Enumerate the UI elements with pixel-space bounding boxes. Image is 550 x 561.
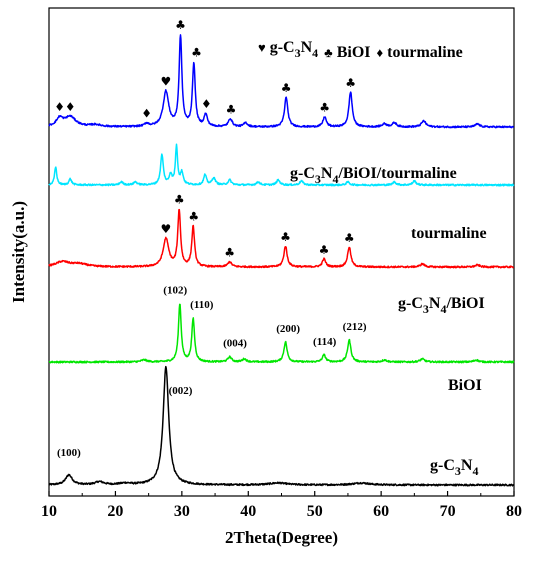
series-label-sub: 3 [423, 302, 429, 316]
series-label-sub: 4 [332, 172, 338, 186]
phase-marker: ♣ [319, 101, 330, 115]
legend-sub: 4 [312, 46, 318, 60]
series-label-mid: N [321, 165, 333, 182]
phase-marker: ♦ [201, 97, 212, 111]
legend-sub: 3 [295, 46, 301, 60]
phase-marker: ♦ [65, 100, 76, 114]
series-label-sub: 4 [472, 464, 478, 478]
peak-index-label: (114) [313, 336, 337, 348]
series-line [48, 34, 515, 129]
peak-index-label: (102) [163, 284, 187, 296]
legend-symbol: ♣ [324, 45, 333, 60]
series-label-sub: 3 [315, 172, 321, 186]
series-label: g-C3N4/BiOI/tourmaline [290, 165, 457, 186]
x-tick-label: 20 [107, 503, 123, 520]
series-g-c3n4-bioi [48, 208, 515, 269]
series-label: BiOI [448, 377, 482, 394]
phase-marker: ♣ [319, 243, 330, 257]
x-tick-label: 10 [41, 503, 57, 520]
series-label-tail: /BiOI [445, 295, 484, 312]
series-label-mid: N [429, 295, 441, 312]
x-tick-label: 40 [240, 503, 256, 520]
series-line [48, 143, 515, 187]
x-tick-label: 70 [440, 503, 456, 520]
axes: 10 20 30 40 50 60 70 80 2Theta(Degree) Intensity(… [9, 7, 522, 547]
phase-marker: ♦ [141, 107, 152, 121]
series-label-mid: N [461, 457, 473, 474]
x-tick-label: 60 [373, 503, 389, 520]
phase-marker: ♦ [54, 100, 65, 114]
phase-marker: ♣ [224, 246, 235, 260]
phase-marker: ♣ [188, 210, 199, 224]
series-label: g-C3N4/BiOI [398, 295, 485, 316]
peak-index-label: (004) [223, 338, 247, 350]
legend-symbol: ♦ [377, 45, 384, 60]
series-label-main: g-C [430, 457, 455, 474]
series-line [48, 303, 515, 364]
phase-marker: ♣ [345, 76, 356, 90]
series-layer [48, 34, 515, 487]
phase-marker: ♥ [161, 222, 172, 236]
series-label: g-C3N4 [430, 457, 478, 478]
series-label-main: g-C [398, 295, 423, 312]
legend-name: g-C [270, 39, 295, 56]
legend-mid: N [301, 39, 313, 56]
series-g-c3n4-bioi-tourmaline [48, 34, 515, 129]
series-line [48, 365, 515, 487]
phase-marker: ♣ [280, 230, 291, 244]
series-line [48, 208, 515, 269]
legend: ♥ g-C3N4 ♣ BiOI ♦ tourmaline [258, 39, 463, 61]
x-axis-title: 2Theta(Degree) [225, 528, 338, 547]
x-tick-label: 80 [506, 503, 522, 520]
x-tick-label: 50 [307, 503, 323, 520]
peak-index-label: (002) [169, 385, 193, 397]
series-label-main: g-C [290, 165, 315, 182]
series-label-main: BiOI [448, 377, 482, 394]
phase-marker: ♣ [281, 81, 292, 95]
y-axis-title: Intensity(a.u.) [9, 201, 28, 303]
peak-index-label: (212) [343, 321, 367, 333]
phase-marker: ♣ [174, 193, 185, 207]
phase-marker: ♣ [226, 102, 237, 116]
series-label: tourmaline [411, 225, 487, 242]
series-label-tail: /BiOI/tourmaline [337, 165, 456, 182]
x-tick-label: 30 [174, 503, 190, 520]
legend-symbol: ♥ [258, 40, 266, 55]
legend-name: BiOI [337, 44, 371, 61]
phase-marker: ♣ [175, 18, 186, 32]
phase-marker: ♣ [191, 46, 202, 60]
legend-entries: ♥ g-C3N4 ♣ BiOI ♦ tourmaline [258, 39, 463, 61]
annotation-layer: g-C3N4(100)(002) BiOI(102)(110)(004)(200)… [54, 18, 486, 478]
series-g-c3n4 [48, 365, 515, 487]
peak-index-label: (110) [190, 299, 214, 311]
legend-name: tourmaline [387, 44, 463, 61]
series-label-sub: 3 [455, 464, 461, 478]
series-bioi [48, 303, 515, 364]
peak-index-label: (100) [57, 447, 81, 459]
phase-marker: ♣ [344, 231, 355, 245]
series-label-sub: 4 [440, 302, 446, 316]
series-label-main: tourmaline [411, 225, 487, 242]
phase-marker: ♥ [161, 74, 172, 88]
peak-index-label: (200) [276, 323, 300, 335]
series-tourmaline [48, 143, 515, 187]
